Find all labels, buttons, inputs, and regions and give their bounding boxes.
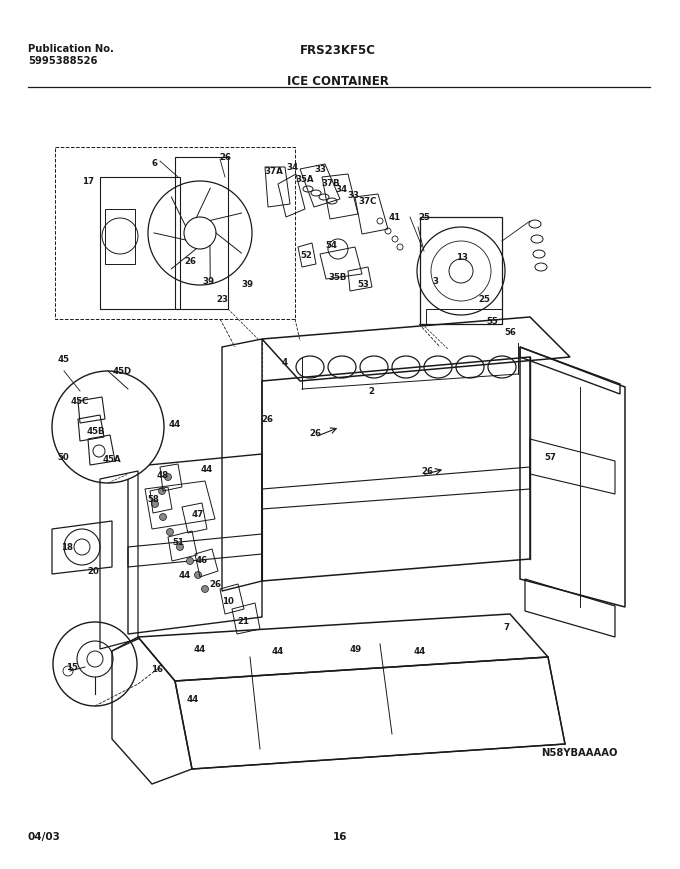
- Circle shape: [53, 622, 137, 706]
- Text: 25: 25: [478, 295, 490, 304]
- Text: 52: 52: [300, 250, 312, 259]
- Text: 18: 18: [61, 543, 73, 552]
- Text: 34: 34: [287, 163, 299, 171]
- Text: 44: 44: [179, 571, 191, 580]
- Text: 47: 47: [192, 510, 204, 519]
- Text: 33: 33: [314, 165, 326, 175]
- Text: 10: 10: [222, 597, 234, 606]
- Text: 44: 44: [194, 645, 206, 653]
- Text: 33: 33: [347, 190, 359, 199]
- Text: N58YBAAAAO: N58YBAAAAO: [541, 747, 618, 757]
- Text: 44: 44: [272, 647, 284, 656]
- Text: 44: 44: [201, 465, 213, 474]
- Circle shape: [186, 558, 194, 565]
- Text: 26: 26: [219, 153, 231, 163]
- Text: 7: 7: [503, 623, 509, 632]
- Text: 26: 26: [421, 467, 433, 476]
- Text: ICE CONTAINER: ICE CONTAINER: [287, 75, 389, 88]
- Text: 4: 4: [282, 358, 288, 367]
- Text: 6: 6: [152, 158, 158, 168]
- Text: 37C: 37C: [359, 197, 377, 206]
- Text: 04/03: 04/03: [28, 831, 61, 841]
- Text: 55: 55: [486, 317, 498, 326]
- Text: 34: 34: [336, 185, 348, 195]
- Text: 45B: 45B: [87, 427, 105, 436]
- Text: 54: 54: [325, 240, 337, 249]
- Text: 35A: 35A: [296, 176, 314, 184]
- Text: 50: 50: [57, 453, 69, 462]
- Text: 39: 39: [202, 277, 214, 286]
- Text: 20: 20: [87, 567, 99, 576]
- Text: 45A: 45A: [103, 455, 121, 464]
- Text: 39: 39: [241, 280, 253, 289]
- Text: 2: 2: [368, 387, 374, 396]
- Text: 44: 44: [169, 420, 181, 429]
- Text: 16: 16: [333, 831, 347, 841]
- Text: 23: 23: [216, 295, 228, 304]
- Text: 26: 26: [209, 580, 221, 589]
- Text: 15: 15: [66, 663, 78, 672]
- Text: 48: 48: [157, 471, 169, 480]
- Text: 17: 17: [82, 177, 94, 186]
- Circle shape: [158, 488, 165, 495]
- Circle shape: [165, 474, 171, 481]
- Text: 26: 26: [309, 429, 321, 438]
- Text: 45: 45: [58, 355, 70, 364]
- Text: 56: 56: [504, 328, 516, 337]
- Text: 44: 44: [414, 647, 426, 656]
- Text: 51: 51: [172, 538, 184, 547]
- Text: 41: 41: [389, 213, 401, 222]
- Text: 45C: 45C: [71, 397, 89, 406]
- Text: 57: 57: [544, 453, 556, 462]
- Text: 58: 58: [147, 495, 159, 504]
- Circle shape: [201, 586, 209, 593]
- Text: FRS23KF5C: FRS23KF5C: [300, 44, 376, 57]
- Circle shape: [52, 372, 164, 483]
- Text: 37B: 37B: [322, 178, 340, 188]
- Circle shape: [177, 544, 184, 551]
- Text: 25: 25: [418, 213, 430, 222]
- Text: 26: 26: [184, 257, 196, 266]
- Text: 5995388526: 5995388526: [28, 56, 97, 66]
- Text: 45D: 45D: [112, 367, 131, 376]
- Text: 53: 53: [357, 280, 369, 289]
- Circle shape: [152, 501, 158, 507]
- Text: 49: 49: [350, 645, 362, 653]
- Text: 46: 46: [196, 556, 208, 565]
- Circle shape: [167, 529, 173, 536]
- Text: 21: 21: [237, 617, 249, 626]
- Text: 37A: 37A: [265, 168, 284, 176]
- Text: 35B: 35B: [329, 273, 347, 282]
- Circle shape: [160, 514, 167, 521]
- Text: 3: 3: [432, 277, 438, 286]
- Text: 13: 13: [456, 253, 468, 262]
- Text: 44: 44: [187, 694, 199, 704]
- Text: 16: 16: [151, 665, 163, 673]
- Text: 26: 26: [261, 415, 273, 424]
- Circle shape: [194, 572, 201, 579]
- Text: Publication No.: Publication No.: [28, 44, 114, 54]
